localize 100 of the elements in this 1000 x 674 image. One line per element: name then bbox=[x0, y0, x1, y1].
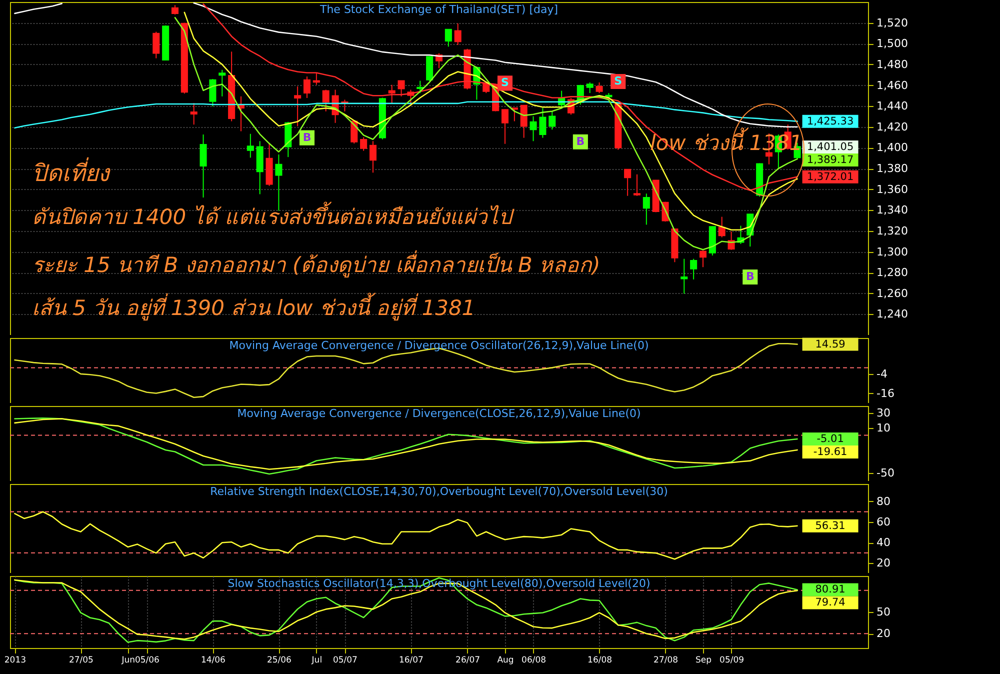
x-tick-label: 05/07 bbox=[332, 656, 358, 666]
candlestick bbox=[454, 22, 462, 46]
y-tick-label: 1,480 bbox=[876, 58, 908, 71]
x-tick-label: 05/06 bbox=[134, 656, 160, 666]
y-tick-label: -50 bbox=[876, 466, 894, 480]
y-tick-label: 1,260 bbox=[876, 286, 908, 300]
candlestick bbox=[312, 72, 320, 86]
candlestick bbox=[218, 69, 226, 97]
data-label: -19.61 bbox=[813, 446, 848, 458]
candlestick bbox=[718, 216, 726, 238]
line-series bbox=[14, 342, 798, 398]
candlestick bbox=[322, 89, 330, 112]
candlestick bbox=[548, 110, 556, 130]
candlestick bbox=[539, 108, 546, 138]
chart-title: The Stock Exchange of Thailand(SET) [day] bbox=[318, 3, 558, 16]
y-tick-label: 1,380 bbox=[876, 162, 908, 175]
y-tick-label: 1,240 bbox=[876, 308, 908, 321]
candlestick bbox=[520, 104, 528, 138]
candlestick bbox=[680, 258, 688, 294]
data-label: S bbox=[614, 74, 622, 88]
y-tick-label: 60 bbox=[876, 516, 890, 529]
y-tick-label: 10 bbox=[876, 421, 890, 434]
data-label: 79.74 bbox=[815, 596, 846, 609]
x-tick-label: Aug bbox=[497, 656, 514, 666]
candlestick bbox=[530, 116, 537, 142]
y-tick-label: 1,320 bbox=[876, 224, 908, 238]
line-series bbox=[14, 511, 798, 560]
y-tick-label: 1,300 bbox=[876, 245, 908, 258]
data-label: 56.31 bbox=[815, 520, 846, 532]
x-tick-label: 27/08 bbox=[654, 656, 678, 666]
candlestick bbox=[690, 258, 698, 280]
x-tick-label: 14/06 bbox=[200, 656, 226, 666]
y-tick-label: 1,520 bbox=[876, 16, 908, 30]
y-tick-label: 1,420 bbox=[876, 120, 908, 134]
candlestick bbox=[294, 86, 302, 127]
y-tick-label: -4 bbox=[876, 368, 888, 381]
y-tick-label: 30 bbox=[876, 406, 890, 420]
data-label: 1,372.01 bbox=[806, 170, 854, 183]
data-label: B bbox=[746, 270, 754, 284]
candlestick bbox=[398, 80, 405, 97]
candlestick bbox=[699, 250, 707, 268]
y-tick-label: 40 bbox=[876, 536, 890, 550]
x-tick-label: 2013 bbox=[4, 656, 26, 666]
x-tick-label: 26/07 bbox=[456, 656, 480, 666]
y-tick-label: -16 bbox=[876, 386, 894, 400]
x-tick-label: 16/07 bbox=[398, 656, 424, 666]
y-tick-label: 80 bbox=[876, 494, 890, 508]
candlestick bbox=[624, 168, 632, 196]
data-label: 14.59 bbox=[815, 338, 846, 350]
candlestick bbox=[426, 56, 434, 82]
candlestick bbox=[642, 193, 650, 226]
candlestick bbox=[246, 133, 254, 158]
data-label: 1,425.33 bbox=[806, 115, 854, 128]
candlestick bbox=[501, 108, 509, 144]
candlestick bbox=[633, 174, 641, 196]
y-tick-label: 20 bbox=[876, 627, 890, 640]
candlestick bbox=[200, 134, 207, 198]
data-label: S bbox=[501, 76, 510, 90]
chart-title: Moving Average Convergence / Divergence Oscillator(26,12,9),Value Line(0) bbox=[229, 338, 649, 352]
x-tick-label: 16/08 bbox=[588, 656, 612, 666]
y-tick-label: 20 bbox=[876, 556, 890, 570]
y-tick-label: 1,500 bbox=[876, 37, 908, 50]
candlestick bbox=[388, 84, 396, 104]
candlestick bbox=[171, 4, 179, 15]
candlestick bbox=[596, 82, 603, 94]
y-tick-label: 50 bbox=[876, 606, 890, 618]
annotation: เส้น 5 วัน อยู่ที่ 1390 ส่วน low ช่วงนี้ อยู่ที่ 1381 bbox=[32, 292, 476, 321]
x-tick-label: Sep bbox=[695, 656, 712, 666]
annotation: ระยะ 15 นาที B งอกออกมา (ต้องดูบ่าย เผื่อกลายเป็น B หลอก) bbox=[32, 250, 600, 278]
y-tick-label: 1,460 bbox=[876, 78, 908, 92]
candlestick bbox=[586, 82, 594, 94]
candlestick bbox=[303, 76, 311, 99]
x-tick-label: 27/05 bbox=[68, 656, 94, 666]
y-tick-label: 1,340 bbox=[876, 204, 908, 217]
annotation: ปิดเที่ยง bbox=[32, 157, 111, 187]
x-tick-label: Jul bbox=[310, 656, 322, 666]
annotation: ดันปิดคาบ 1400 ได้ แต่แรงส่งขึ้นต่อเหมือนยังแผ่วไป bbox=[32, 201, 514, 229]
chart-title: Relative Strength Index(CLOSE,14,30,70),Overbought Level(70),Oversold Level(30) bbox=[210, 485, 668, 498]
x-tick-label: 05/09 bbox=[720, 656, 744, 666]
candlestick bbox=[444, 28, 452, 48]
y-tick-label: 1,400 bbox=[876, 141, 908, 154]
candlestick bbox=[360, 136, 368, 152]
line-series bbox=[202, 3, 798, 192]
y-tick-label: 1,360 bbox=[876, 182, 908, 196]
data-label: -5.01 bbox=[816, 433, 844, 446]
x-tick-label: 25/06 bbox=[266, 656, 292, 666]
candlestick bbox=[510, 107, 518, 122]
y-tick-label: 1,440 bbox=[876, 100, 908, 113]
data-label: 1,389.17 bbox=[806, 154, 854, 166]
x-tick-label: 06/08 bbox=[522, 656, 546, 666]
x-tick-label: Jun bbox=[120, 656, 135, 666]
candlestick bbox=[190, 102, 198, 126]
data-label: 80.91 bbox=[815, 584, 846, 596]
candlestick bbox=[152, 31, 160, 59]
chart-title: Moving Average Convergence / Divergence(CLOSE,26,12,9),Value Line(0) bbox=[237, 407, 641, 420]
data-label: B bbox=[576, 134, 585, 148]
y-tick-label: 1,280 bbox=[876, 266, 908, 280]
candlestick bbox=[416, 80, 424, 94]
text: 1,401.05 bbox=[806, 141, 854, 153]
data-label: B bbox=[302, 130, 312, 144]
